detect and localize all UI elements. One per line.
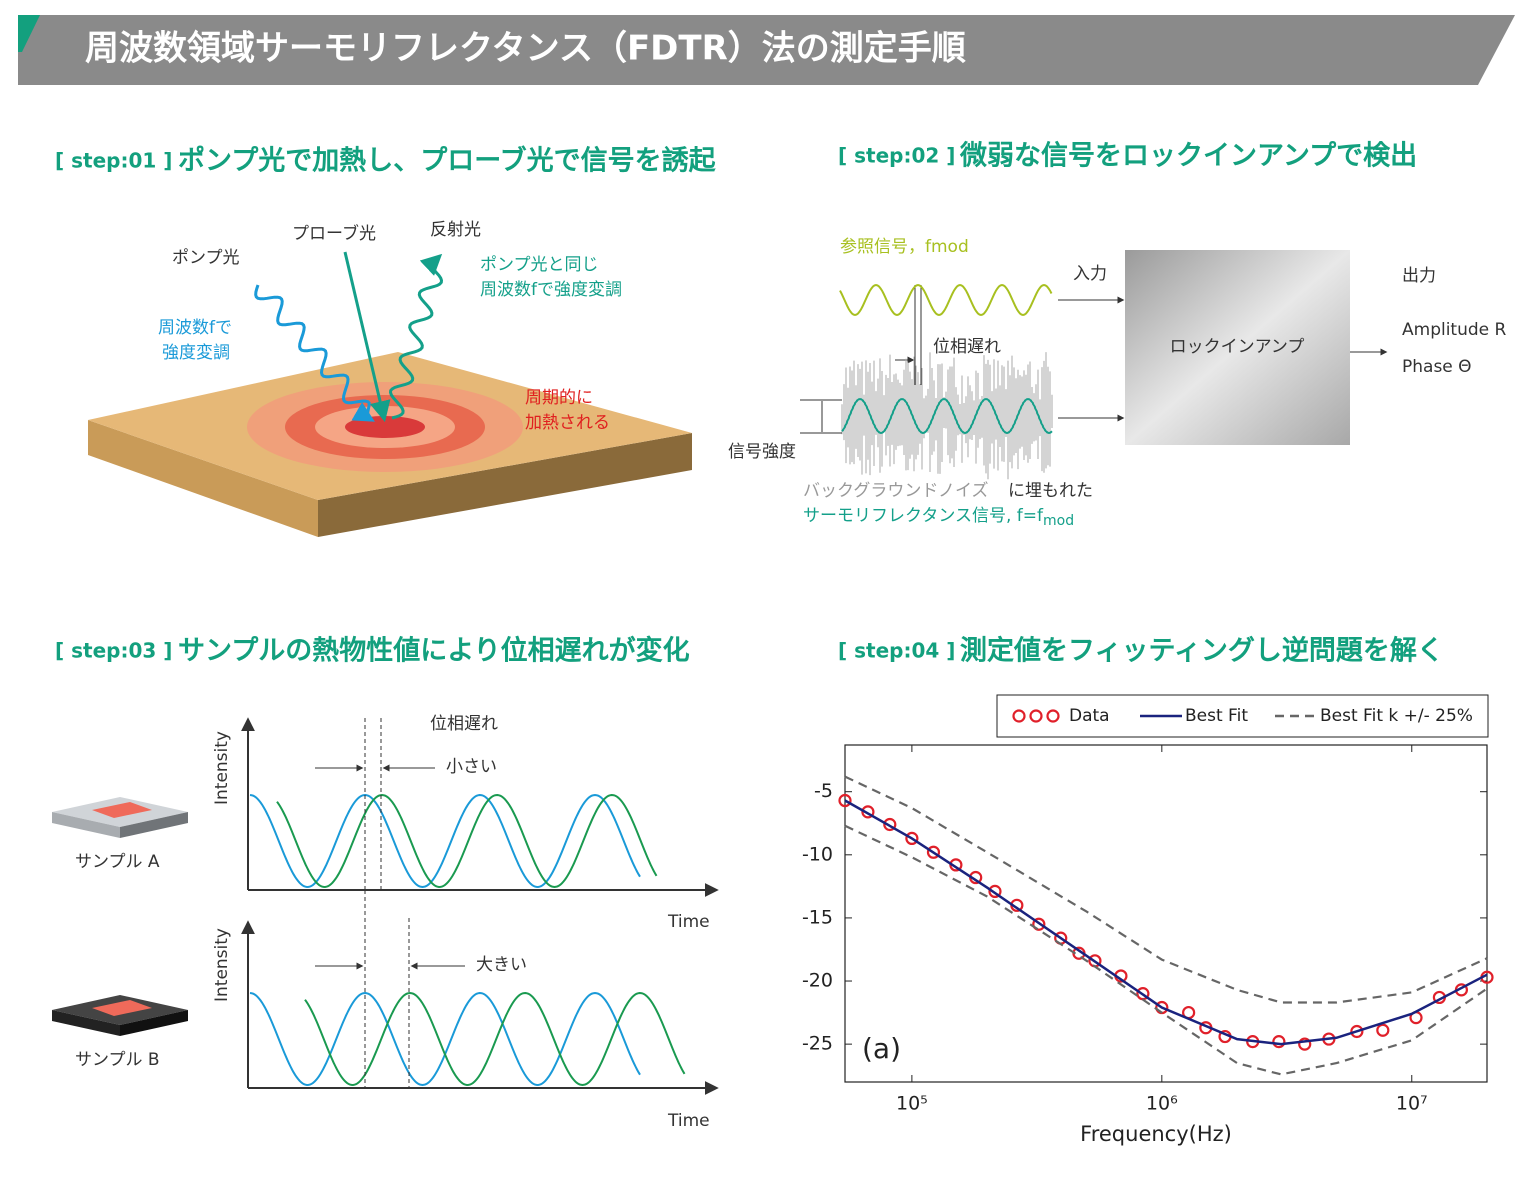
data-point — [883, 817, 897, 832]
sample-b — [120, 1010, 188, 1036]
reference-wave — [839, 283, 1053, 317]
green-wave — [304, 991, 686, 1087]
fit-chart: -5 -10 -15 -20 -25 10⁵ 10⁶ 10⁷ Frequency(Hz) (a) D… — [802, 694, 1494, 1146]
axis-label: Intensity — [212, 731, 232, 805]
legend-label: Best Fit k +/- 25% — [1320, 706, 1473, 726]
x-tick-label: 10⁵ — [896, 1093, 928, 1115]
noise — [841, 352, 1053, 480]
fit-line — [844, 799, 1488, 1046]
slab-side — [318, 433, 692, 537]
legend-label: Data — [1069, 706, 1110, 726]
sample-a — [52, 812, 120, 838]
signal-wave — [841, 397, 1053, 435]
step03-diagram: サンプル A サンプル B 位相遅れ 小さい 大きい Time Time Int… — [52, 714, 719, 1131]
label: 反射光 — [430, 220, 481, 240]
label: バックグラウンドノイズ — [803, 481, 988, 501]
y-tick-label: -10 — [802, 843, 833, 865]
axis-label: Time — [667, 912, 710, 932]
label: ロックインアンプ — [1170, 337, 1305, 357]
caption: サーモリフレクタンス信号, f=f — [803, 506, 1044, 526]
label: Amplitude R — [1402, 320, 1507, 340]
data-point — [1376, 1023, 1390, 1037]
label: 位相遅れ — [933, 337, 1001, 357]
label: 位相遅れ — [430, 714, 498, 734]
label: サーモリフレクタンス信号, f=fmod — [803, 506, 1074, 529]
label: サンプル A — [75, 852, 160, 872]
data-point — [1298, 1037, 1312, 1051]
y-tick-label: -20 — [802, 970, 833, 992]
label: サンプル B — [75, 1050, 160, 1070]
green-wave — [276, 793, 658, 889]
label: 小さい — [446, 757, 497, 777]
label: Phase Θ — [1402, 357, 1472, 377]
step-tag: [ step:04 ] — [838, 639, 955, 663]
data-point — [1272, 1035, 1286, 1049]
label: ポンプ光と同じ — [480, 255, 599, 275]
label: 大きい — [476, 955, 527, 975]
header-accent — [18, 15, 40, 52]
probe-beam — [343, 251, 391, 423]
legend-marker — [1046, 709, 1060, 723]
caption-sub: mod — [1043, 513, 1074, 529]
light-wave — [388, 253, 444, 420]
step-title: ポンプ光で加熱し、プローブ光で信号を誘起 — [178, 145, 717, 177]
legend-marker — [1012, 709, 1026, 723]
data-point — [1350, 1024, 1364, 1039]
data-point — [838, 793, 852, 808]
step-title: サンプルの熱物性値により位相遅れが変化 — [178, 635, 690, 667]
label: ポンプ光 — [172, 248, 240, 268]
label: プローブ光 — [292, 223, 376, 244]
x-tick-label: 10⁶ — [1146, 1093, 1178, 1115]
fit-line — [844, 824, 1488, 1076]
header: 周波数領域サーモリフレクタンス（FDTR）法の測定手順 — [18, 15, 1515, 85]
step02-diagram: 参照信号，fmod 位相遅れ 信号強度 入力 ロックインアンプ 出力 Ampli… — [728, 237, 1507, 529]
sample-spot — [92, 1000, 152, 1016]
lockin-box — [1125, 250, 1350, 445]
legend-box — [996, 694, 1489, 738]
legend-label: Best Fit — [1185, 706, 1248, 726]
label: 周期的に — [525, 388, 593, 408]
data-point — [926, 845, 941, 859]
sample-a — [120, 812, 188, 838]
annotation: (a) — [862, 1032, 901, 1065]
y-tick-label: -15 — [802, 906, 833, 928]
data-point — [861, 805, 875, 819]
label: 周波数fで強度変調 — [480, 280, 622, 300]
step01-diagram: ポンプ光 プローブ光 反射光 周波数fで 強度変調 ポンプ光と同じ 周波数fで強… — [88, 220, 692, 537]
step-title: 測定値をフィッティングし逆問題を解く — [960, 635, 1444, 667]
y-tick-label: -5 — [814, 780, 833, 802]
blue-wave — [249, 793, 641, 889]
label: 参照信号，fmod — [840, 237, 969, 257]
y-tick-label: -25 — [802, 1033, 833, 1055]
step-tag: [ step:01 ] — [55, 149, 172, 173]
axis-label: Intensity — [212, 928, 232, 1002]
label: 周波数fで — [158, 318, 232, 338]
label: 出力 — [1402, 266, 1436, 286]
header-bar — [18, 15, 1515, 85]
header-title: 周波数領域サーモリフレクタンス（FDTR）法の測定手順 — [85, 29, 966, 69]
sample-spot — [92, 802, 152, 818]
label: 強度変調 — [162, 343, 230, 363]
label: に埋もれた — [1008, 481, 1093, 501]
step-title: 微弱な信号をロックインアンプで検出 — [959, 141, 1417, 172]
data-point — [905, 831, 919, 846]
data-point — [1032, 917, 1046, 931]
heat-spot — [345, 416, 425, 438]
step-tag: [ step:03 ] — [55, 639, 172, 663]
light-wave — [254, 284, 375, 422]
step-tag: [ step:02 ] — [838, 144, 955, 168]
label: 信号強度 — [728, 442, 796, 462]
fit-line — [844, 775, 1488, 1004]
data-point — [988, 884, 1002, 899]
legend-marker — [1029, 709, 1043, 723]
plot-frame — [844, 744, 1488, 1083]
x-tick-label: 10⁷ — [1396, 1093, 1428, 1115]
x-axis-label: Frequency(Hz) — [1080, 1122, 1232, 1146]
label: 加熱される — [525, 413, 610, 433]
slab-front — [88, 420, 318, 537]
sample-b — [52, 1010, 120, 1036]
axis-label: Time — [667, 1111, 710, 1131]
label: 入力 — [1073, 264, 1107, 284]
